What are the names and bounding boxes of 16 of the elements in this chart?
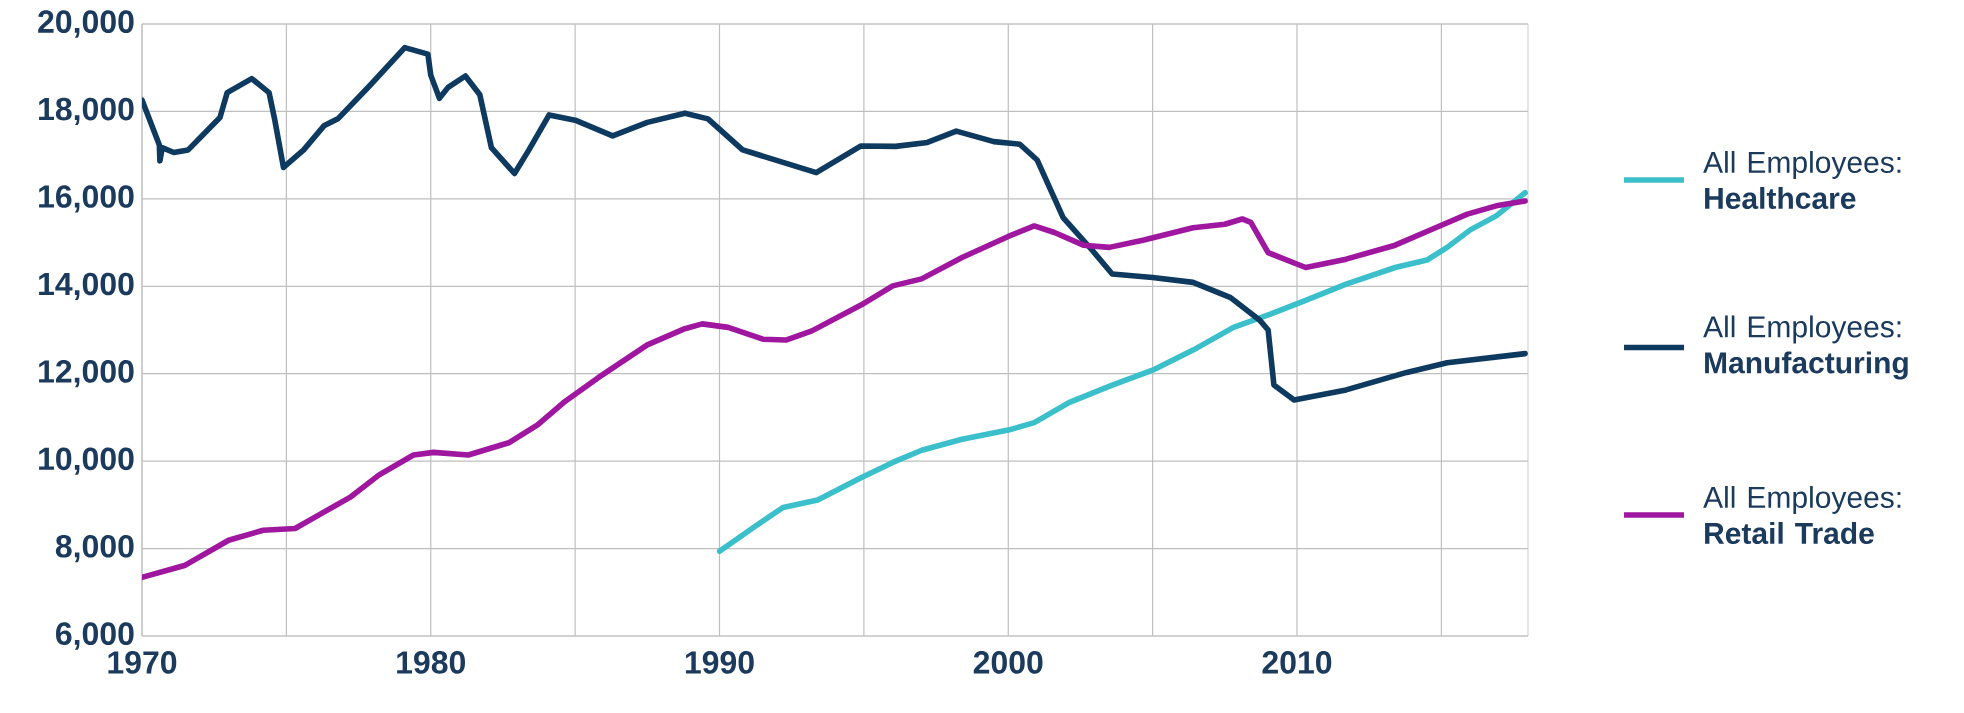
- x-tick-label: 1990: [685, 651, 754, 674]
- y-tick-label: 12,000: [39, 360, 134, 388]
- x-tick-label: 2010: [1262, 651, 1332, 674]
- y-tick-label: 18,000: [39, 97, 134, 126]
- y-tick-label: 6,000: [56, 622, 134, 650]
- y-tick-label: 8,000: [55, 534, 134, 563]
- x-tick-label: 1970: [108, 651, 177, 674]
- x-tick-label: 2000: [973, 651, 1043, 674]
- y-tick-label: 20,000: [38, 10, 134, 38]
- y-tick-label: 10,000: [39, 447, 134, 475]
- legend-label: All Employees: Healthcare: [1703, 150, 1901, 209]
- y-tick-label: 16,000: [39, 185, 134, 213]
- x-tick-label: 1980: [397, 651, 466, 674]
- legend-label: All Employees: Retail Trade: [1703, 485, 1901, 544]
- legend-label: All Employees: Manufacturing: [1703, 315, 1908, 380]
- y-tick-label: 14,000: [39, 272, 134, 300]
